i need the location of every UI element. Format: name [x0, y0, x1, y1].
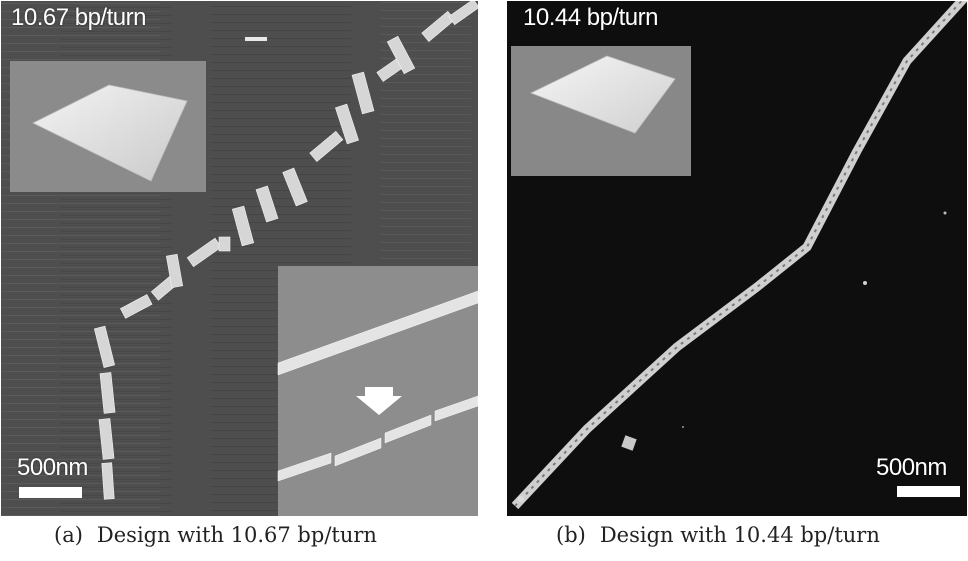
afm-image-a: 10.67 bp/turn 500nm: [1, 1, 478, 516]
caption-a: (a) Design with 10.67 bp/turn: [54, 523, 377, 547]
bp-turn-label-a: 10.67 bp/turn: [11, 4, 146, 31]
flat-sheet-model-a: [32, 84, 188, 182]
caption-tag-b: (b): [556, 523, 586, 547]
flat-sheet-model-b: [529, 55, 676, 134]
afm-image-a-graphic: [1, 1, 478, 516]
afm-image-b-graphic: [507, 1, 967, 516]
caption-text-b: Design with 10.44 bp/turn: [599, 523, 880, 547]
bp-turn-label-b: 10.44 bp/turn: [523, 4, 658, 31]
caption-tag-a: (a): [54, 523, 83, 547]
origami-lattice-a: [93, 1, 478, 500]
down-arrow-icon: [356, 387, 402, 415]
scale-bar-b: [897, 486, 960, 497]
caption-b: (b) Design with 10.44 bp/turn: [556, 523, 880, 547]
scale-bar-label-b: 500nm: [876, 454, 947, 481]
caption-text-a: Design with 10.67 bp/turn: [96, 523, 377, 547]
scale-bar-label-a: 500nm: [17, 454, 88, 481]
ribbon-model-a: [277, 290, 478, 482]
afm-image-b: 10.44 bp/turn 500nm: [507, 1, 967, 516]
scale-bar-a: [19, 487, 82, 498]
